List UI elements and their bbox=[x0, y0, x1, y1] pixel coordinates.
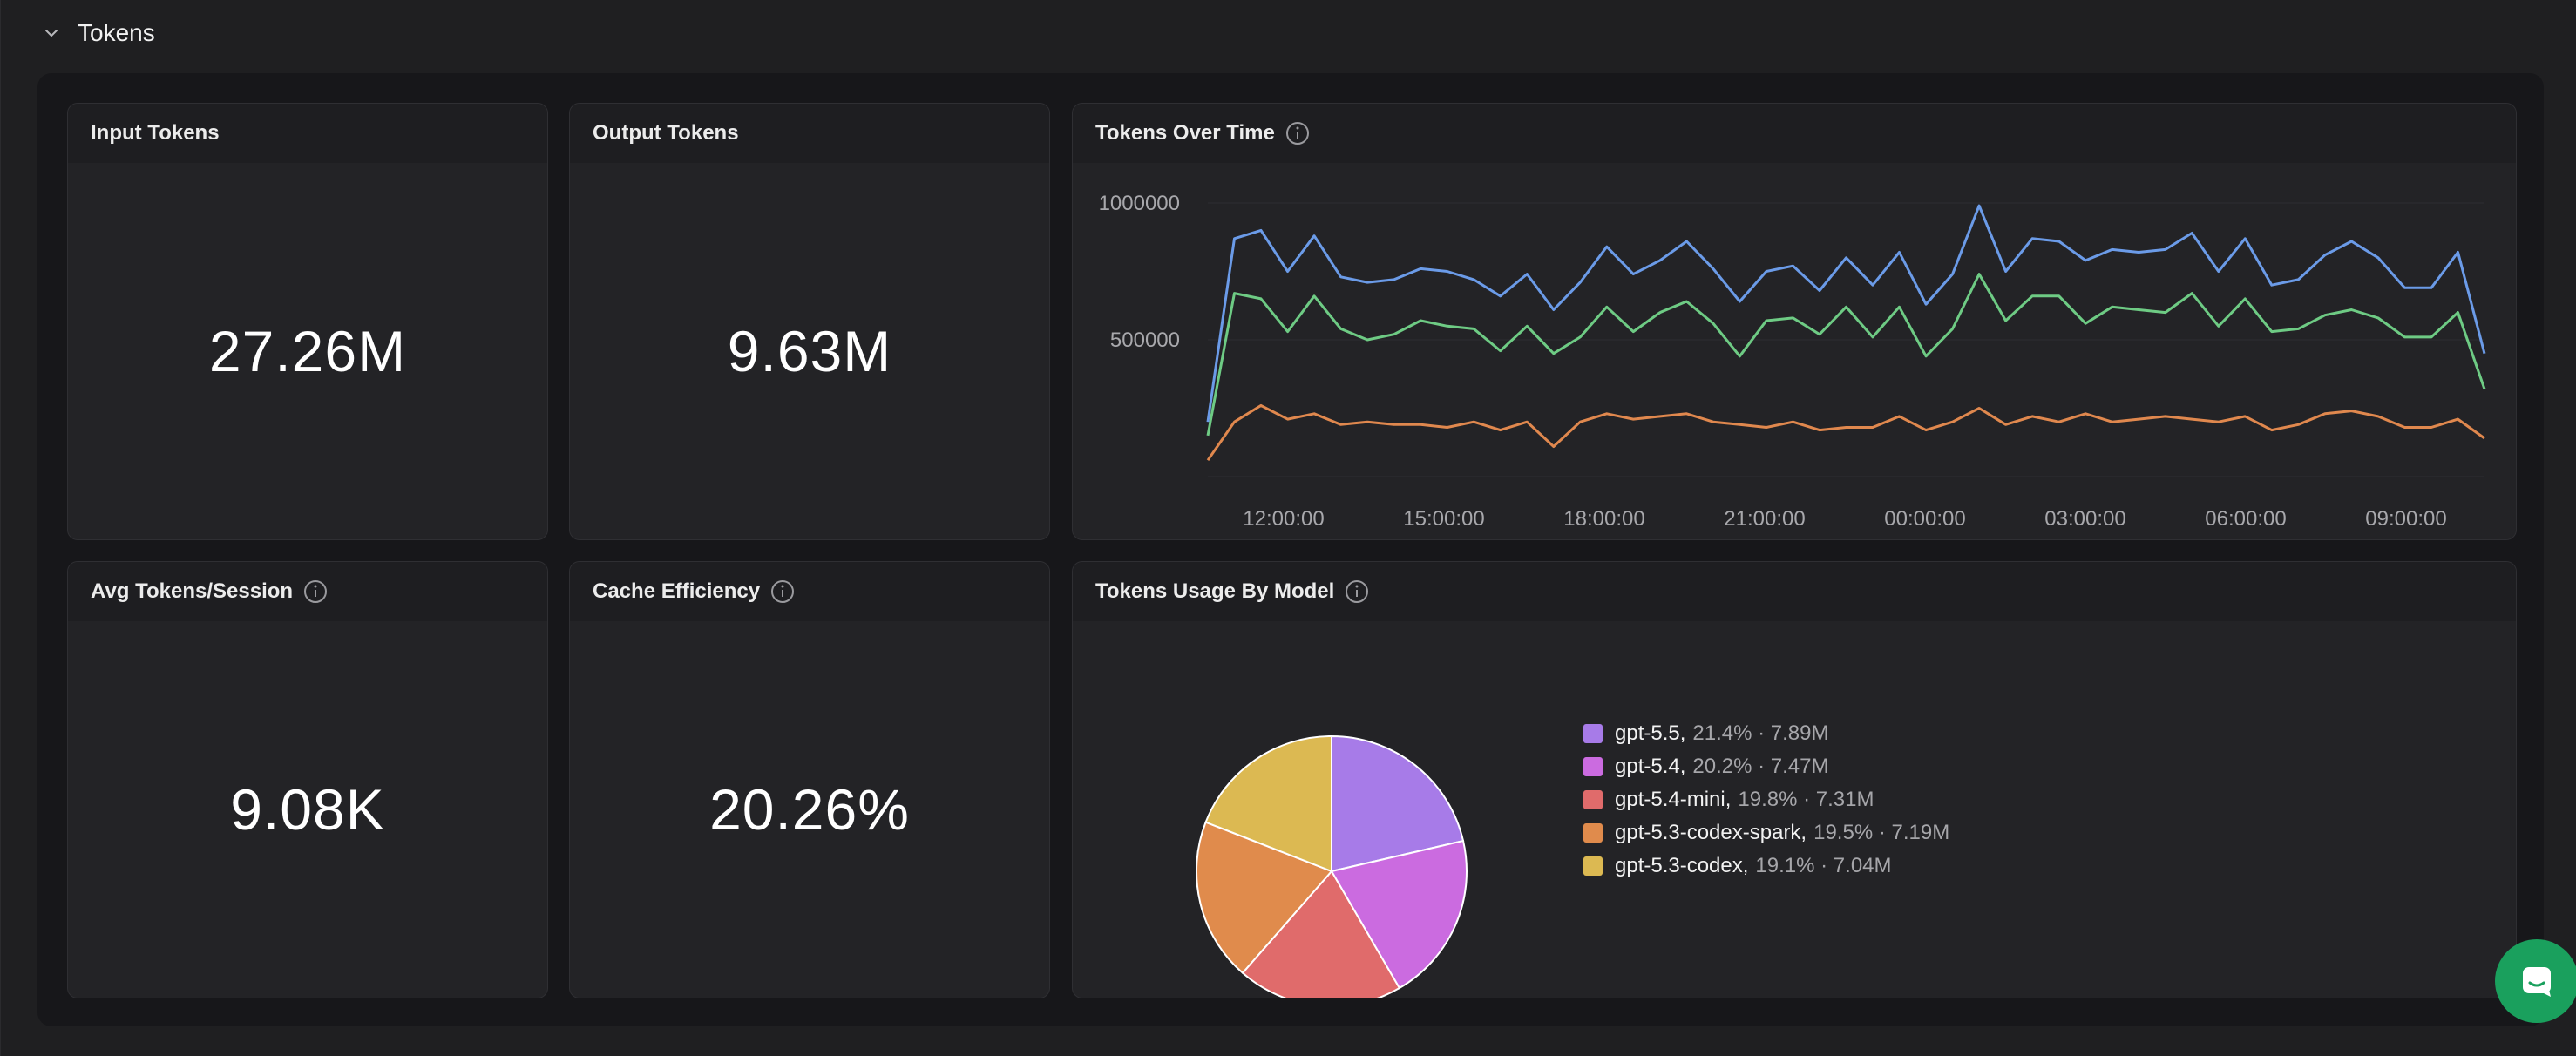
card-title: Tokens Over Time bbox=[1095, 121, 1275, 145]
section-header[interactable]: Tokens bbox=[39, 14, 155, 52]
legend-swatch bbox=[1583, 856, 1603, 876]
y-tick-label: 1000000 bbox=[1099, 192, 1180, 215]
card-header: Input Tokens bbox=[68, 104, 547, 163]
output-tokens-value: 9.63M bbox=[727, 319, 892, 383]
x-tick-label: 03:00:00 bbox=[2044, 507, 2125, 531]
info-icon[interactable] bbox=[770, 579, 795, 604]
legend-detail: 19.1% · 7.04M bbox=[1755, 854, 1892, 877]
x-tick-label: 12:00:00 bbox=[1243, 507, 1324, 531]
card-title: Output Tokens bbox=[593, 121, 739, 145]
legend-detail: 19.8% · 7.31M bbox=[1738, 788, 1874, 811]
pie-slice-0 bbox=[1331, 734, 1465, 873]
series-line-2 bbox=[1206, 403, 2485, 462]
pie-slice-2 bbox=[1241, 870, 1401, 998]
card-title: Input Tokens bbox=[91, 121, 220, 145]
card-header: Tokens Usage By Model bbox=[1073, 562, 2516, 621]
pie-slice-4 bbox=[1204, 734, 1332, 873]
legend-label: gpt-5.3-codex, bbox=[1615, 854, 1749, 877]
output-tokens-card: Output Tokens 9.63M bbox=[569, 103, 1050, 540]
card-header: Output Tokens bbox=[570, 104, 1049, 163]
legend-detail: 19.5% · 7.19M bbox=[1813, 821, 1950, 844]
legend-item[interactable]: gpt-5.4, 20.2% · 7.47M bbox=[1583, 751, 1828, 782]
legend-detail: 20.2% · 7.47M bbox=[1692, 755, 1829, 778]
series-line-1 bbox=[1206, 273, 2486, 437]
x-tick-label: 00:00:00 bbox=[1884, 507, 1965, 531]
input-tokens-value: 27.26M bbox=[208, 319, 407, 383]
x-tick-label: 21:00:00 bbox=[1724, 507, 1805, 531]
input-tokens-card: Input Tokens 27.26M bbox=[67, 103, 548, 540]
pie-slice-1 bbox=[1330, 839, 1468, 990]
card-body: 20.26% bbox=[570, 621, 1049, 998]
card-title: Avg Tokens/Session bbox=[91, 579, 294, 603]
card-body: 9.08K bbox=[68, 621, 547, 998]
legend-label: gpt-5.4-mini, bbox=[1615, 788, 1732, 811]
pie-chart bbox=[1196, 734, 1468, 998]
tokens-over-time-card: Tokens Over Time 1000000 500000 12:00:00 15… bbox=[1072, 103, 2517, 540]
line-chart: 1000000 500000 12:00:00 15:00:00 18:00:00 21:… bbox=[1099, 192, 2486, 531]
series-line-0 bbox=[1206, 204, 2486, 423]
legend-swatch bbox=[1583, 823, 1603, 843]
legend-item[interactable]: gpt-5.5, 21.4% · 7.89M bbox=[1583, 718, 1828, 749]
section-title: Tokens bbox=[78, 19, 155, 46]
legend-label: gpt-5.5, bbox=[1615, 721, 1686, 745]
card-body: 9.63M bbox=[570, 163, 1049, 539]
tokens-by-model-card: Tokens Usage By Model bbox=[1072, 561, 2517, 998]
cache-efficiency-value: 20.26% bbox=[709, 777, 910, 842]
card-body: 27.26M bbox=[68, 163, 547, 539]
avg-tokens-session-card: Avg Tokens/Session 9.08K bbox=[67, 561, 548, 998]
chevron-down-icon[interactable] bbox=[39, 21, 64, 45]
x-tick-label: 06:00:00 bbox=[2205, 507, 2286, 531]
x-tick-label: 15:00:00 bbox=[1403, 507, 1484, 531]
card-header: Tokens Over Time bbox=[1073, 104, 2516, 163]
chat-icon bbox=[2523, 967, 2551, 997]
info-icon[interactable] bbox=[1345, 579, 1369, 604]
legend-item[interactable]: gpt-5.3-codex-spark, 19.5% · 7.19M bbox=[1583, 817, 1949, 849]
tokens-panel: Input Tokens 27.26M Output Tokens 9.63M … bbox=[37, 73, 2544, 1026]
info-icon[interactable] bbox=[1285, 121, 1310, 146]
info-icon[interactable] bbox=[303, 579, 328, 604]
legend-swatch bbox=[1583, 790, 1603, 809]
card-header: Cache Efficiency bbox=[570, 562, 1049, 621]
card-header: Avg Tokens/Session bbox=[68, 562, 547, 621]
card-title: Cache Efficiency bbox=[593, 579, 761, 603]
legend-item[interactable]: gpt-5.4-mini, 19.8% · 7.31M bbox=[1583, 784, 1874, 816]
x-tick-label: 09:00:00 bbox=[2365, 507, 2446, 531]
legend-swatch bbox=[1583, 757, 1603, 776]
legend-label: gpt-5.3-codex-spark, bbox=[1615, 821, 1807, 844]
chat-button[interactable] bbox=[2495, 939, 2576, 1023]
avg-tokens-session-value: 9.08K bbox=[230, 777, 385, 842]
y-tick-label: 500000 bbox=[1110, 328, 1180, 352]
cache-efficiency-card: Cache Efficiency 20.26% bbox=[569, 561, 1050, 998]
pie-slice-3 bbox=[1196, 821, 1333, 975]
legend-detail: 21.4% · 7.89M bbox=[1692, 721, 1829, 745]
card-title: Tokens Usage By Model bbox=[1095, 579, 1335, 603]
legend-swatch bbox=[1583, 724, 1603, 743]
legend-label: gpt-5.4, bbox=[1615, 755, 1686, 778]
legend-item[interactable]: gpt-5.3-codex, 19.1% · 7.04M bbox=[1583, 850, 1892, 882]
x-tick-label: 18:00:00 bbox=[1563, 507, 1644, 531]
